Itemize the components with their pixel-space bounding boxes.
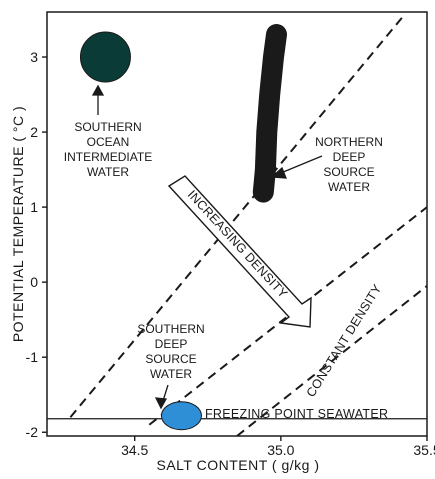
x-axis-title: SALT CONTENT ( g/kg )	[157, 457, 320, 473]
y-tick-label: 1	[30, 199, 38, 215]
pointer-arrows	[91, 84, 323, 410]
svg-text:SOURCE: SOURCE	[323, 165, 374, 179]
constant-density-line-3	[236, 285, 428, 437]
svg-text:INTERMEDIATE: INTERMEDIATE	[64, 150, 152, 164]
svg-text:OCEAN: OCEAN	[87, 135, 130, 149]
y-tick-label: 0	[30, 274, 38, 290]
svg-text:DEEP: DEEP	[333, 150, 366, 164]
increasing-density-arrow: INCREASING DENSITY	[167, 175, 312, 328]
y-tick-label: -1	[26, 349, 39, 365]
y-axis-title: POTENTIAL TEMPERATURE ( °C )	[10, 106, 26, 342]
label-southern-ocean-intermediate-water: SOUTHERN OCEAN INTERMEDIATE WATER	[64, 120, 152, 179]
pointer-head-northern	[270, 166, 287, 179]
x-tick-label: 35.5	[413, 442, 435, 458]
x-tick-label: 35.0	[267, 442, 294, 458]
northern-deep-source-water-band-outline	[252, 24, 287, 203]
y-tick-label: 3	[30, 49, 38, 65]
svg-text:SOURCE: SOURCE	[145, 352, 196, 366]
svg-text:SOUTHERN: SOUTHERN	[74, 120, 141, 134]
plot-frame	[46, 11, 428, 437]
x-ticks: 34.5 35.0 35.5	[121, 436, 435, 458]
freezing-label: FREEZING POINT SEAWATER	[205, 407, 388, 421]
svg-text:SOUTHERN: SOUTHERN	[137, 322, 204, 336]
y-tick-label: 2	[30, 124, 38, 140]
southern-ocean-intermediate-water-marker	[79, 31, 131, 83]
constant-density-label: CONSTANT DENSITY	[304, 282, 385, 400]
density-lines	[69, 15, 428, 437]
svg-text:DEEP: DEEP	[155, 337, 188, 351]
label-northern-deep-source-water: NORTHERN DEEP SOURCE WATER	[315, 135, 383, 194]
increasing-density-label: INCREASING DENSITY	[185, 188, 291, 302]
pointer-head-intermediate	[91, 84, 105, 96]
y-ticks: 3 2 1 0 -1 -2	[26, 49, 47, 440]
svg-text:NORTHERN: NORTHERN	[315, 135, 383, 149]
svg-text:WATER: WATER	[328, 180, 370, 194]
y-tick-label: -2	[26, 424, 39, 440]
constant-density-line-1	[69, 15, 405, 418]
svg-text:WATER: WATER	[87, 165, 129, 179]
pointer-head-southern	[154, 397, 168, 410]
label-southern-deep-source-water: SOUTHERN DEEP SOURCE WATER	[137, 322, 204, 381]
southern-deep-source-water-marker	[160, 401, 202, 431]
svg-text:WATER: WATER	[150, 367, 192, 381]
x-tick-label: 34.5	[121, 442, 148, 458]
